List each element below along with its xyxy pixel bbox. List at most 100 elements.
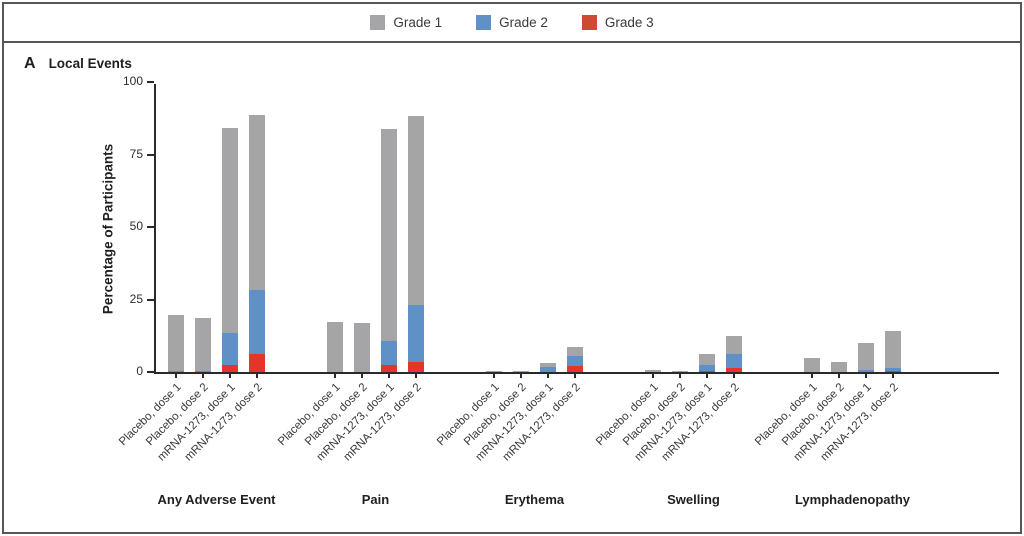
bar-label: mRNA-1273, dose 1 <box>473 381 556 464</box>
x-tick <box>574 372 576 378</box>
bar-segment-grade-3 <box>249 353 265 372</box>
stacked-bar: Placebo, dose 1 <box>117 314 184 448</box>
bar-label: mRNA-1273, dose 1 <box>314 381 397 464</box>
bar-segment-grade-1 <box>672 371 688 372</box>
x-tick <box>892 372 894 378</box>
bar-segment-grade-3 <box>699 370 715 372</box>
x-tick <box>334 372 336 378</box>
legend: Grade 1 Grade 2 Grade 3 <box>2 2 1022 43</box>
legend-swatch-icon <box>581 15 597 30</box>
bar-segment-grade-1 <box>408 116 424 306</box>
stacked-bar: Placebo, dose 2 <box>780 361 847 448</box>
bar-group: Placebo, dose 1 Placebo, dose 2 mRNA-1273,… <box>753 330 910 507</box>
bar-label: Placebo, dose 2 <box>302 381 370 449</box>
x-tick <box>175 372 177 378</box>
bar-label: Placebo, dose 2 <box>143 381 211 449</box>
group-label: Any Adverse Event <box>157 492 276 507</box>
legend-item: Grade 1 <box>370 15 442 30</box>
panel-local-events: A Local Events Percentage of Participant… <box>2 41 1022 534</box>
stacked-bar: mRNA-1273, dose 1 <box>315 129 397 463</box>
y-tick <box>147 153 154 156</box>
bar-segment-grade-2 <box>249 289 265 354</box>
y-tick <box>147 226 154 228</box>
stacked-bar: mRNA-1273, dose 2 <box>501 347 583 463</box>
plot-area: Placebo, dose 1 Placebo, dose 2 mRNA-1273,… <box>117 75 999 507</box>
x-tick <box>811 372 813 378</box>
x-tick <box>361 372 363 378</box>
stacked-bar: Placebo, dose 1 <box>753 358 820 448</box>
bar-groups: Placebo, dose 1 Placebo, dose 2 mRNA-1273,… <box>117 84 999 507</box>
y-tick <box>147 371 154 373</box>
bar-segment-grade-1 <box>567 347 583 356</box>
bar-segment-grade-3 <box>726 367 742 372</box>
x-tick <box>415 372 417 378</box>
bar-segment-grade-3 <box>381 365 397 372</box>
bar-segment-grade-3 <box>885 370 901 372</box>
bar-segment-grade-1 <box>858 343 874 370</box>
bar-segment-grade-1 <box>699 354 715 366</box>
bar-segment-grade-1 <box>540 363 556 368</box>
legend-label: Grade 1 <box>393 15 443 30</box>
legend-swatch-icon <box>370 15 386 30</box>
bar-segment-grade-1 <box>249 115 265 290</box>
bar-label: mRNA-1273, dose 1 <box>791 381 874 464</box>
legend-label: Grade 2 <box>499 15 548 30</box>
bar-segment-grade-1 <box>831 361 847 372</box>
stacked-bar: Placebo, dose 2 <box>462 370 529 448</box>
stacked-bar: mRNA-1273, dose 1 <box>156 127 238 463</box>
bar-segment-grade-1 <box>804 358 820 372</box>
bar-segment-grade-3 <box>567 365 583 372</box>
x-tick <box>652 372 654 378</box>
stacked-bar: Placebo, dose 1 <box>594 370 661 448</box>
bar-segment-grade-1 <box>645 370 661 372</box>
bar-segment-grade-1 <box>726 335 742 355</box>
x-tick <box>388 372 390 378</box>
bar-segment-grade-1 <box>195 317 211 371</box>
x-tick <box>733 372 735 378</box>
x-tick <box>706 372 708 378</box>
legend-label: Grade 3 <box>604 15 654 30</box>
stacked-bar: mRNA-1273, dose 2 <box>819 330 901 463</box>
x-tick <box>229 372 231 378</box>
bar-segment-grade-2 <box>885 367 901 371</box>
x-tick <box>493 372 495 378</box>
bar-label: Placebo, dose 2 <box>461 381 529 449</box>
bar-segment-grade-1 <box>354 323 370 372</box>
y-tick <box>147 81 154 83</box>
x-tick <box>838 372 840 378</box>
group-label: Swelling <box>667 492 720 507</box>
stacked-bar: mRNA-1273, dose 2 <box>183 115 265 463</box>
y-tick-label: 75 <box>129 146 143 161</box>
y-tick <box>147 298 154 301</box>
bar-label: mRNA-1273, dose 1 <box>632 381 715 464</box>
x-tick <box>679 372 681 378</box>
legend-item: Grade 2 <box>476 15 548 30</box>
bar-segment-grade-1 <box>486 370 502 372</box>
bar-segment-grade-2 <box>168 370 184 372</box>
bar-group: Placebo, dose 1 Placebo, dose 2 mRNA-1273,… <box>117 115 276 507</box>
stacked-bar: Placebo, dose 2 <box>303 323 370 448</box>
bar-segment-grade-2 <box>408 305 424 363</box>
bar-segment-grade-3 <box>222 364 238 372</box>
x-tick <box>256 372 258 378</box>
stacked-bar: Placebo, dose 2 <box>621 371 688 448</box>
group-label: Erythema <box>504 492 565 507</box>
bar-group: Placebo, dose 1 Placebo, dose 2 mRNA-1273,… <box>435 347 583 507</box>
bar-segment-grade-2 <box>699 365 715 371</box>
panel-title-text: Local Events <box>48 56 132 71</box>
x-tick <box>547 372 549 378</box>
bar-segment-grade-2 <box>381 340 397 366</box>
group-label: Lymphadenopathy <box>794 492 911 507</box>
bar-segment-grade-2 <box>567 355 583 366</box>
x-tick <box>520 372 522 378</box>
stacked-bar: Placebo, dose 2 <box>144 317 211 448</box>
stacked-bar: mRNA-1273, dose 1 <box>474 363 556 463</box>
y-tick-label: 100 <box>122 74 143 88</box>
stacked-bar: mRNA-1273, dose 2 <box>660 335 742 463</box>
bar-segment-grade-1 <box>168 314 184 371</box>
group-label: Pain <box>361 492 390 507</box>
bar-segment-grade-1 <box>885 330 901 368</box>
bar-label: Placebo, dose 2 <box>779 381 847 449</box>
x-tick <box>865 372 867 378</box>
bar-segment-grade-2 <box>726 354 742 368</box>
